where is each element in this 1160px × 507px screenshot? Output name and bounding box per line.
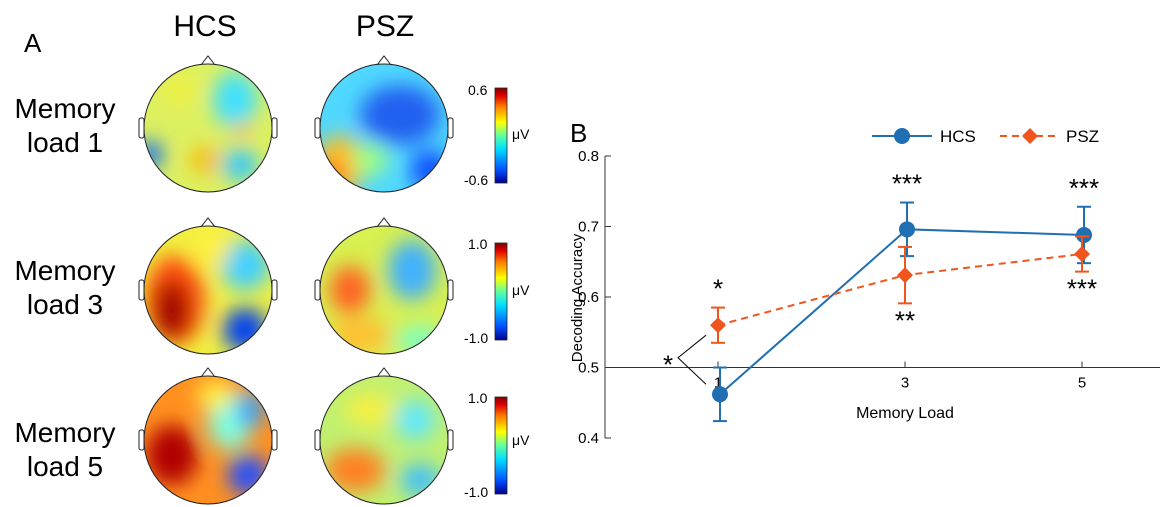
row-label-line1: Memory [14, 417, 116, 448]
significance-stars: ** [895, 305, 915, 335]
decoding-accuracy-chart: Decoding Accuracy Memory Load 0.40.50.60… [569, 127, 1160, 447]
chart-legend: HCS PSZ [872, 127, 1099, 146]
colorbar-load5-max: 1.0 [468, 390, 488, 406]
row-label-load-3: Memory load 3 [0, 254, 130, 322]
data-point-psz [1074, 245, 1090, 262]
colorbar-load5-unit: μV [512, 432, 530, 448]
x-tick-label: 1 [714, 375, 722, 392]
chart-marks: *** ********** [663, 169, 1099, 423]
colorbar-load5-min: -1.0 [464, 484, 489, 500]
topomap-hcs-load5 [138, 367, 278, 505]
row-label-load-5: Memory load 5 [0, 416, 130, 484]
legend-label-hcs: HCS [940, 127, 976, 146]
comparison-star: * [663, 350, 673, 380]
colorbar-load3-max: 1.0 [468, 236, 488, 252]
row-label-line1: Memory [14, 255, 116, 286]
row-label-line2: load 1 [26, 127, 104, 158]
y-tick-label: 0.6 [578, 289, 599, 306]
y-axis-label: Decoding Accuracy [569, 233, 586, 362]
row-label-line1: Memory [14, 93, 116, 124]
y-tick-label: 0.8 [578, 148, 599, 165]
significance-stars: *** [1067, 274, 1097, 304]
topomap-psz-load3 [314, 217, 454, 355]
legend-marker-psz [1022, 128, 1038, 144]
y-tick-label: 0.5 [578, 360, 599, 377]
colorbar-load1-min: -0.6 [464, 172, 489, 188]
topomap-grid [138, 55, 508, 505]
y-tick-label: 0.7 [578, 219, 599, 236]
legend-label-psz: PSZ [1066, 127, 1099, 146]
column-header-hcs: HCS [173, 10, 237, 43]
topomap-hcs-load1 [138, 55, 278, 193]
colorbar-load3-min: -1.0 [464, 330, 489, 346]
colorbar-load3-unit: μV [512, 282, 530, 298]
x-tick-label: 5 [1078, 375, 1086, 392]
legend-marker-hcs [894, 128, 910, 144]
colorbar-load1-unit: μV [512, 126, 530, 142]
significance-stars: * [713, 274, 723, 304]
data-point-psz [897, 267, 913, 284]
topomap-psz-load5 [314, 367, 454, 505]
colorbar-load1-max: 0.6 [468, 82, 488, 98]
topomap-psz-load1 [314, 55, 454, 193]
x-tick-label: 3 [901, 375, 909, 392]
colorbar-load3 [494, 242, 508, 341]
row-label-line2: load 3 [26, 289, 104, 320]
chart-axes: 0.4 0.5 0.6 0.7 0.8 1 3 5 [578, 148, 1160, 447]
data-point-psz [710, 317, 726, 334]
row-label-load-1: Memory load 1 [0, 92, 130, 160]
y-tick-label: 0.4 [578, 430, 599, 447]
significance-stars: *** [1069, 173, 1099, 203]
data-point-hcs [712, 386, 728, 403]
row-label-line2: load 5 [26, 451, 104, 482]
x-axis-label: Memory Load [856, 405, 954, 422]
column-header-psz: PSZ [355, 10, 415, 43]
significance-stars: *** [892, 169, 922, 199]
panel-b-label: B [570, 118, 588, 148]
colorbar-load1 [494, 87, 508, 184]
topomap-hcs-load3 [138, 217, 278, 355]
data-point-hcs [899, 221, 915, 238]
colorbar-load5 [494, 396, 508, 495]
data-point-hcs [1076, 226, 1092, 243]
panel-a-label: A [24, 28, 42, 58]
comparison-bracket [677, 334, 707, 385]
